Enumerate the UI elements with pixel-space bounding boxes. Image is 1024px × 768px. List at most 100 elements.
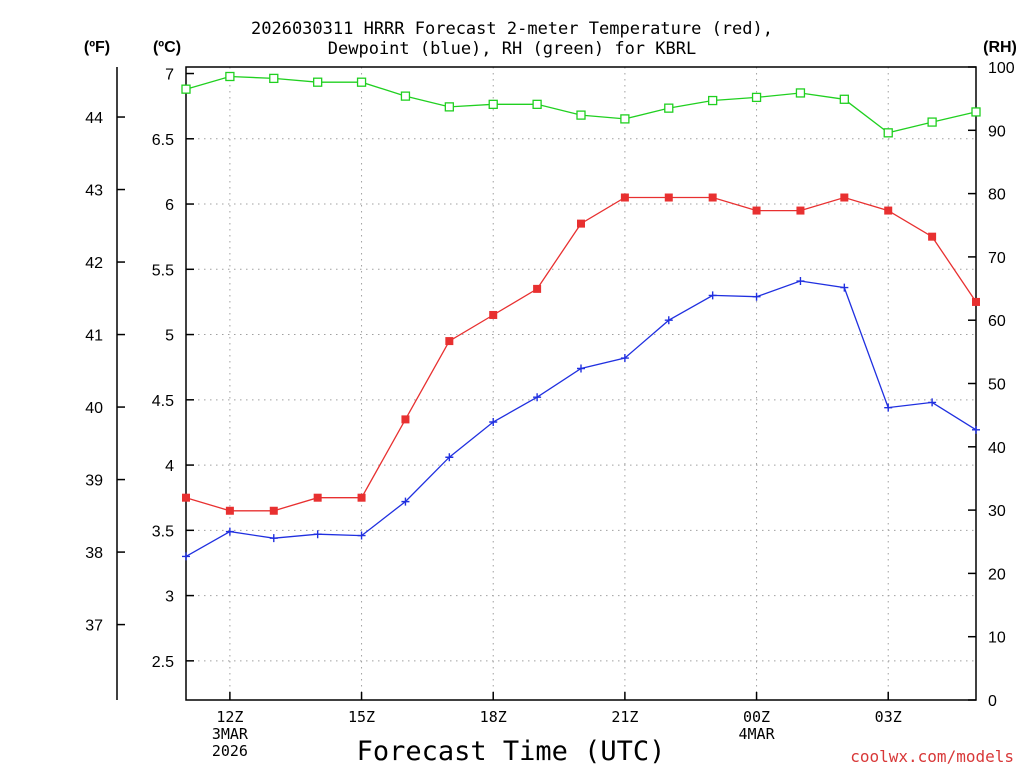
rh-point: [620, 114, 630, 124]
temperature-point: [796, 206, 805, 215]
dewpoint-point: [357, 531, 366, 540]
rh-point: [269, 73, 279, 84]
rh-tick-label: 100: [988, 60, 1015, 77]
dewpoint-point: [489, 418, 498, 427]
temperature-point: [533, 284, 542, 293]
rh-tick-label: 90: [988, 123, 1006, 140]
rh-point: [488, 99, 498, 109]
rh-tick-label: 70: [988, 250, 1006, 267]
temperature-point: [708, 193, 717, 202]
gridlines: [186, 67, 976, 700]
temperature-point: [928, 232, 937, 241]
rh-tick-label: 80: [988, 187, 1006, 204]
celsius-tick-label: 6: [165, 197, 174, 214]
temperature-point: [664, 193, 673, 202]
temperature-point: [884, 206, 893, 215]
x-tick-label: 3MAR: [212, 725, 249, 743]
x-tick-label: 4MAR: [738, 725, 775, 743]
temperature-point: [357, 493, 366, 502]
fahrenheit-tick-label: 43: [85, 183, 103, 200]
rh-tick-label: 10: [988, 630, 1006, 647]
celsius-tick-label: 2.5: [152, 654, 174, 671]
credit-text: coolwx.com/models: [850, 747, 1014, 766]
dewpoint-point: [884, 403, 893, 412]
celsius-tick-label: 6.5: [152, 132, 174, 149]
dewpoint-point: [225, 527, 234, 536]
plot-frame: [185, 66, 977, 701]
dewpoint-point: [577, 364, 585, 373]
rh-point: [664, 103, 674, 113]
dewpoint-point: [269, 534, 278, 543]
dewpoint-point: [182, 552, 190, 561]
dewpoint-point: [533, 393, 542, 402]
celsius-tick-label: 4: [165, 458, 174, 475]
rh-series-line: [185, 75, 977, 134]
dewpoint-point: [620, 354, 629, 363]
rh-point: [400, 91, 411, 101]
celsius-tick-label: 7: [165, 67, 174, 84]
rh-point: [839, 94, 849, 104]
x-tick-label: 2026: [212, 742, 248, 760]
temperature-point: [269, 506, 278, 515]
dewpoint-point: [664, 316, 673, 325]
rh-unit-label: (RH): [983, 39, 1017, 56]
fahrenheit-tick-label: 44: [85, 110, 103, 127]
celsius-tick-label: 3: [165, 589, 174, 606]
temperature-point: [445, 337, 454, 346]
x-tick-label: 21Z: [611, 708, 638, 726]
temperature-point: [401, 415, 410, 424]
rh-point: [181, 84, 191, 94]
dewpoint-point: [708, 291, 717, 300]
dewpoint-point: [928, 398, 937, 407]
x-tick-label: 03Z: [875, 708, 902, 726]
temperature-point: [313, 493, 322, 502]
series-layer: [181, 71, 981, 561]
x-tick-label: 12Z: [216, 708, 243, 726]
fahrenheit-unit-label: (ºF): [84, 39, 110, 56]
rh-point: [225, 71, 235, 82]
celsius-tick-label: 4.5: [152, 393, 174, 410]
chart-title-line-1: 2026030311 HRRR Forecast 2-meter Tempera…: [251, 19, 773, 39]
dewpoint-point: [972, 425, 980, 434]
temperature-point: [577, 219, 585, 228]
dewpoint-point: [840, 283, 849, 292]
x-tick-label: 18Z: [480, 708, 507, 726]
rh-point: [444, 102, 454, 112]
rh-tick-label: 30: [988, 503, 1006, 520]
rh-point: [708, 95, 718, 106]
dewpoint-series-line: [185, 280, 977, 557]
rh-tick-label: 60: [988, 313, 1006, 330]
rh-point: [576, 110, 586, 120]
rh-tick-label: 40: [988, 440, 1006, 457]
rh-point: [313, 77, 323, 87]
dewpoint-point: [313, 530, 322, 539]
rh-point: [795, 88, 806, 98]
temperature-point: [182, 493, 190, 502]
chart-title-line-2: Dewpoint (blue), RH (green) for KBRL: [327, 39, 697, 59]
temperature-point: [840, 193, 849, 202]
fahrenheit-tick-label: 38: [85, 545, 103, 562]
rh-point: [532, 99, 542, 109]
rh-tick-label: 20: [988, 566, 1006, 583]
temperature-point: [489, 310, 498, 319]
rh-tick-label: 50: [988, 377, 1006, 394]
celsius-tick-label: 5: [165, 328, 174, 345]
rh-point: [927, 117, 937, 127]
temperature-point: [620, 193, 629, 202]
temperature-point: [972, 297, 980, 306]
celsius-tick-label: 5.5: [152, 262, 174, 279]
fahrenheit-tick-label: 42: [85, 255, 103, 272]
celsius-unit-label: (ºC): [153, 39, 181, 56]
dewpoint-point: [401, 497, 410, 506]
dewpoint-point: [752, 292, 761, 301]
rh-point: [971, 107, 981, 117]
x-axis-label: Forecast Time (UTC): [357, 736, 666, 767]
x-tick-label: 15Z: [348, 708, 375, 726]
fahrenheit-tick-label: 39: [85, 473, 103, 490]
fahrenheit-tick-label: 40: [85, 400, 103, 417]
rh-point: [883, 128, 893, 138]
temperature-point: [225, 506, 234, 515]
celsius-tick-label: 3.5: [152, 523, 174, 540]
